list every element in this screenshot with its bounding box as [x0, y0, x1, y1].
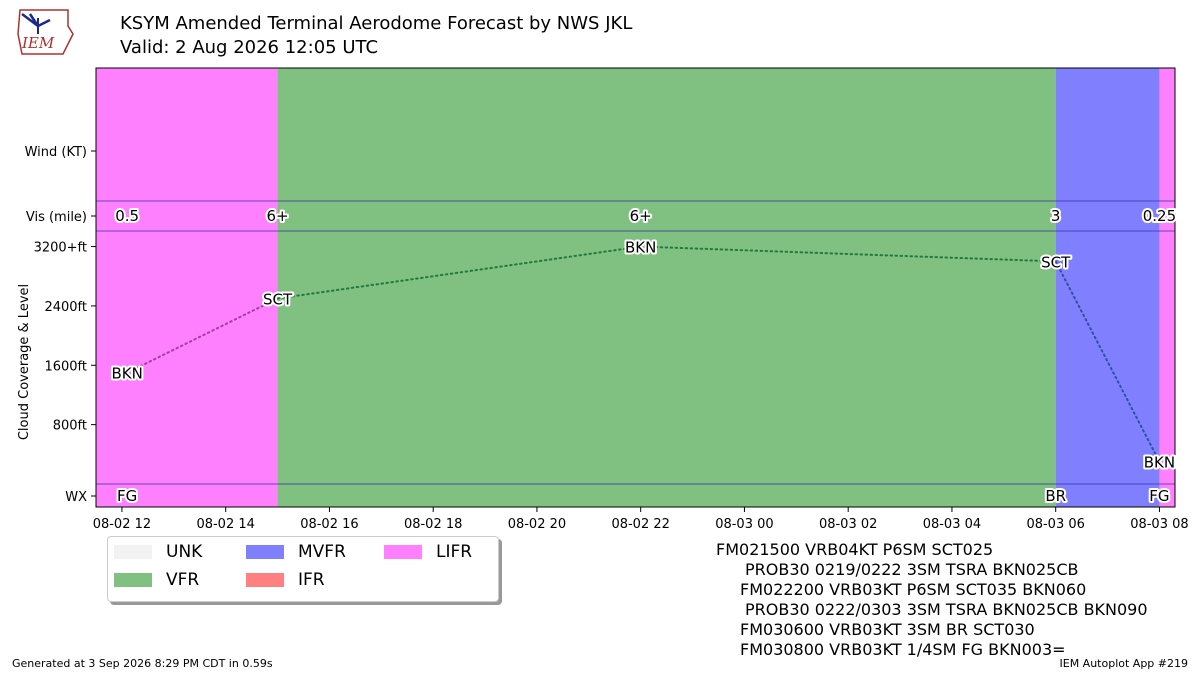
- legend-label: MVFR: [298, 542, 346, 562]
- weather-label: FG: [1149, 487, 1169, 505]
- y-tick-label: 3200+ft: [34, 241, 87, 256]
- taf-line: PROB30 0222/0303 3SM TSRA BKN025CB BKN09…: [745, 600, 1148, 619]
- visibility-label: 0.25: [1143, 207, 1176, 225]
- legend-label: IFR: [298, 570, 325, 590]
- taf-line: PROB30 0219/0222 3SM TSRA BKN025CB: [745, 560, 1079, 579]
- taf-line: FM030600 VRB03KT 3SM BR SCT030: [740, 620, 1035, 639]
- x-tick-label: 08-02 12: [93, 517, 151, 532]
- cloud-coverage-label: BKN: [625, 239, 656, 257]
- chart-title: KSYM Amended Terminal Aerodome Forecast …: [120, 13, 633, 34]
- x-tick-label: 08-02 16: [300, 517, 358, 532]
- cloud-coverage-label: BKN: [111, 365, 142, 383]
- legend-swatch-unk: [114, 545, 152, 559]
- cloud-level-line: [276, 245, 642, 300]
- y-tick-label: 1600ft: [44, 359, 87, 374]
- plot-frame: [95, 67, 1176, 508]
- weather-label: FG: [117, 487, 137, 505]
- y-axis-label: Cloud Coverage & Level: [17, 284, 32, 440]
- category-band-lifr: [1159, 68, 1175, 507]
- cloud-coverage-label: SCT: [263, 291, 293, 309]
- x-tick-label: 08-02 14: [196, 517, 254, 532]
- category-band-mvfr: [1055, 68, 1160, 507]
- app-credit: IEM Autoplot App #219: [1059, 657, 1189, 670]
- legend: UNK VFR MVFR IFR LIFR: [107, 536, 499, 602]
- category-band-lifr: [96, 68, 278, 507]
- legend-swatch-lifr: [384, 545, 422, 559]
- x-tick-label: 08-02 20: [508, 517, 566, 532]
- visibility-label: 0.5: [115, 207, 139, 225]
- category-band-vfr: [277, 68, 1056, 507]
- x-tick-label: 08-03 00: [715, 517, 773, 532]
- weather-label: BR: [1045, 487, 1066, 505]
- visibility-label: 6+: [267, 207, 289, 225]
- legend-item-unk: UNK: [114, 542, 202, 562]
- x-tick-label: 08-03 02: [819, 517, 877, 532]
- y-tick-label: WX: [65, 490, 87, 505]
- taf-line: FM022200 VRB03KT P6SM SCT035 BKN060: [740, 580, 1087, 599]
- taf-line: FM030800 VRB03KT 1/4SM FG BKN003=: [740, 640, 1066, 659]
- legend-label: UNK: [166, 542, 203, 562]
- cloud-coverage-label: SCT: [1041, 253, 1071, 271]
- x-tick-label: 08-02 18: [404, 517, 462, 532]
- cloud-level-line: [639, 245, 1057, 263]
- taf-line: FM021500 VRB04KT P6SM SCT025: [716, 540, 994, 559]
- legend-item-ifr: IFR: [246, 570, 325, 590]
- iem-logo: IEM: [17, 9, 74, 55]
- y-tick-label: Wind (KT): [25, 145, 87, 160]
- legend-swatch-ifr: [246, 573, 284, 587]
- legend-swatch-vfr: [114, 573, 152, 587]
- legend-item-lifr: LIFR: [384, 542, 472, 562]
- legend-label: VFR: [166, 570, 200, 590]
- legend-swatch-mvfr: [246, 545, 284, 559]
- x-tick-label: 08-03 08: [1130, 517, 1188, 532]
- legend-label: LIFR: [436, 542, 473, 562]
- y-tick-label: 800ft: [53, 419, 87, 434]
- cloud-coverage-label: BKN: [1144, 454, 1175, 472]
- generated-timestamp: Generated at 3 Sep 2026 8:29 PM CDT in 0…: [12, 657, 273, 670]
- chart-subtitle: Valid: 2 Aug 2026 12:05 UTC: [120, 37, 379, 58]
- x-tick-label: 08-02 22: [611, 517, 669, 532]
- x-tick-label: 08-03 04: [923, 517, 981, 532]
- cloud-level-line: [126, 297, 279, 374]
- svg-text:IEM: IEM: [21, 34, 55, 52]
- y-tick-label: Vis (mile): [26, 210, 87, 225]
- visibility-label: 6+: [630, 207, 652, 225]
- x-tick-label: 08-03 06: [1026, 517, 1084, 532]
- legend-item-mvfr: MVFR: [246, 542, 346, 562]
- y-tick-label: 2400ft: [44, 300, 87, 315]
- visibility-label: 3: [1051, 207, 1061, 225]
- legend-item-vfr: VFR: [114, 570, 199, 590]
